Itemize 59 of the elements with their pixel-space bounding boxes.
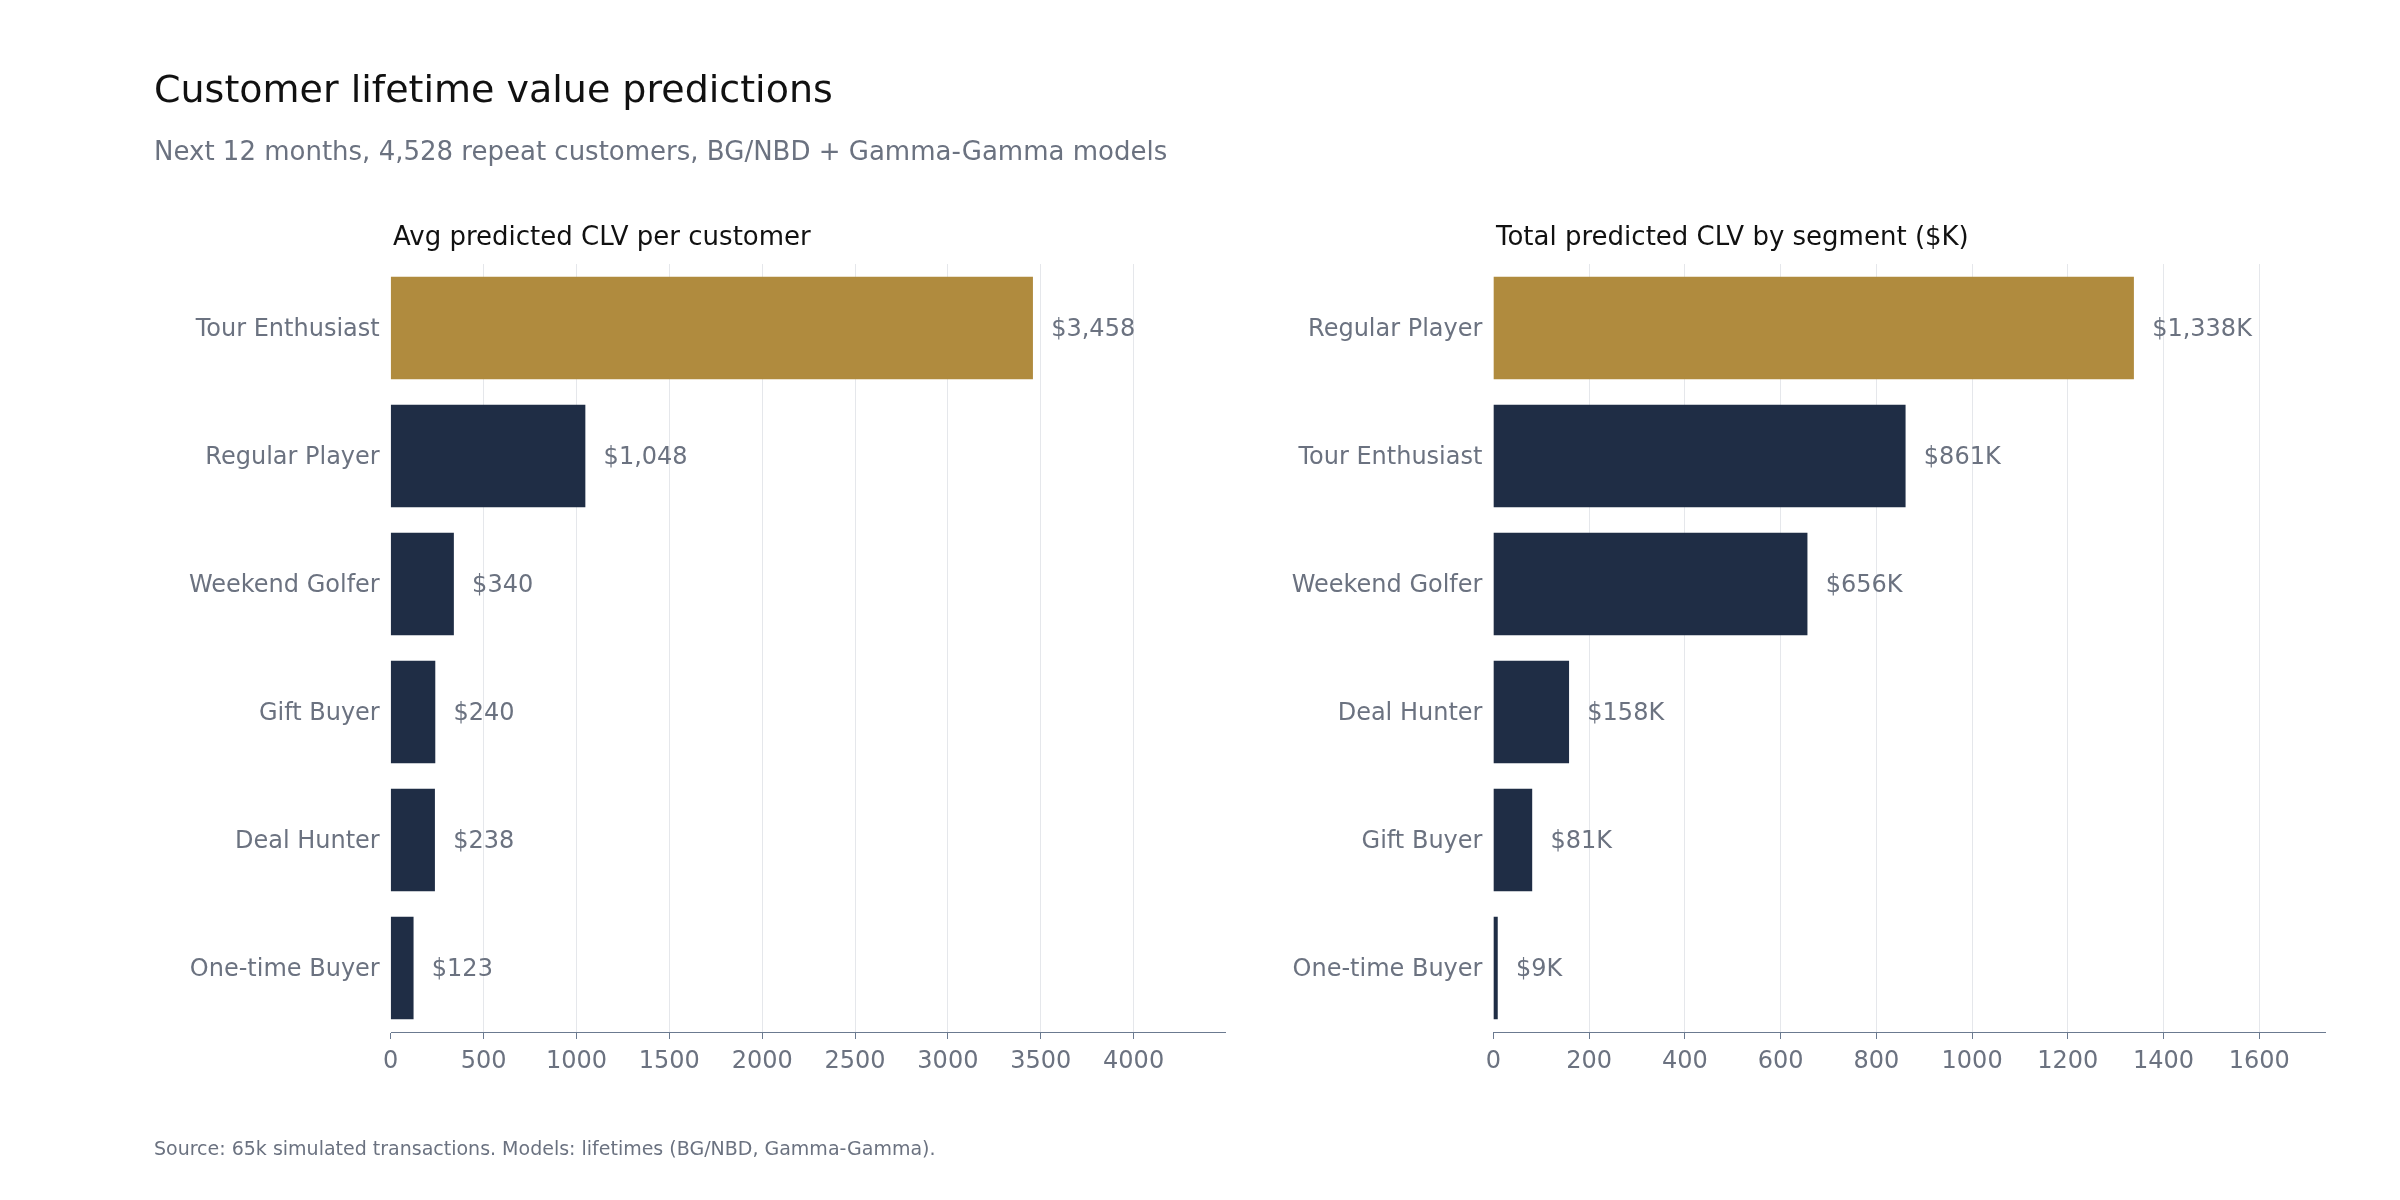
data-label: $861K	[1908, 442, 2002, 470]
y-tick-label: Deal Hunter	[234, 826, 380, 855]
text: Customer lifetime value predictions	[154, 67, 833, 111]
x-tick-label: 3000	[917, 1045, 979, 1074]
chart-title: Total predicted CLV by segment ($K)	[1495, 221, 1969, 251]
y-tick-label: Weekend Golfer	[1291, 570, 1483, 599]
data-label: $1,048	[588, 442, 688, 470]
bar	[390, 404, 586, 508]
bar	[1493, 276, 2134, 380]
y-tick-label: Gift Buyer	[258, 698, 380, 727]
x-tick-label: 1400	[2133, 1045, 2195, 1074]
bar	[1493, 916, 1498, 1020]
data-label: $1,338K	[2136, 314, 2254, 342]
x-tick-label: 4000	[1103, 1045, 1165, 1074]
bar	[390, 532, 454, 636]
x-tick-label: 600	[1757, 1045, 1804, 1074]
bar	[1493, 532, 1808, 636]
y-tick-label: Gift Buyer	[1361, 826, 1483, 855]
y-tick-label: One-time Buyer	[1292, 954, 1483, 983]
data-label: $9K	[1500, 954, 1564, 982]
x-tick-label: 2500	[824, 1045, 886, 1074]
data-label: $81K	[1535, 826, 1614, 854]
x-tick-label: 800	[1853, 1045, 1900, 1074]
x-tick-label: 1200	[2037, 1045, 2099, 1074]
bar	[390, 660, 436, 764]
x-tick-label: 1000	[1941, 1045, 2003, 1074]
data-label: $123	[416, 954, 493, 982]
data-label: $3,458	[1035, 314, 1136, 342]
x-tick-label: 400	[1662, 1045, 1708, 1074]
x-tick-label: 0	[1485, 1045, 1502, 1074]
x-tick-label: 3500	[1010, 1045, 1072, 1074]
bar	[1493, 660, 1570, 764]
data-label: $340	[456, 570, 534, 598]
bar	[390, 276, 1033, 380]
source-note: Source: 65k simulated transactions. Models: lifetimes (BG/NBD, Gamma-Gamma).	[154, 1137, 936, 1159]
data-label: $158K	[1572, 698, 1666, 726]
x-tick-label: 1000	[545, 1045, 607, 1074]
data-label: $240	[438, 698, 515, 726]
y-tick-label: Regular Player	[1308, 314, 1483, 343]
y-tick-label: Weekend Golfer	[188, 570, 380, 599]
y-tick-label: Regular Player	[205, 442, 380, 471]
y-tick-label: Tour Enthusiast	[1297, 442, 1483, 471]
bar	[390, 916, 414, 1020]
bar	[1493, 404, 1906, 508]
y-tick-label: One-time Buyer	[189, 954, 380, 983]
x-tick-label: 1500	[638, 1045, 700, 1074]
bar	[1493, 788, 1533, 892]
chart-title: Avg predicted CLV per customer	[393, 221, 812, 251]
data-label: $238	[437, 826, 515, 854]
bar	[390, 788, 435, 892]
x-tick-label: 500	[460, 1045, 507, 1074]
x-tick-label: 200	[1566, 1045, 1613, 1074]
x-tick-label: 2000	[731, 1045, 793, 1074]
y-tick-label: Tour Enthusiast	[194, 314, 380, 343]
x-tick-label: 0	[383, 1045, 399, 1074]
x-tick-label: 1600	[2228, 1045, 2290, 1074]
text: Next 12 months, 4,528 repeat customers, BG/NBD + Gamma-Gamma models	[154, 136, 1168, 166]
y-tick-label: Deal Hunter	[1337, 698, 1483, 727]
data-label: $656K	[1810, 570, 1904, 598]
